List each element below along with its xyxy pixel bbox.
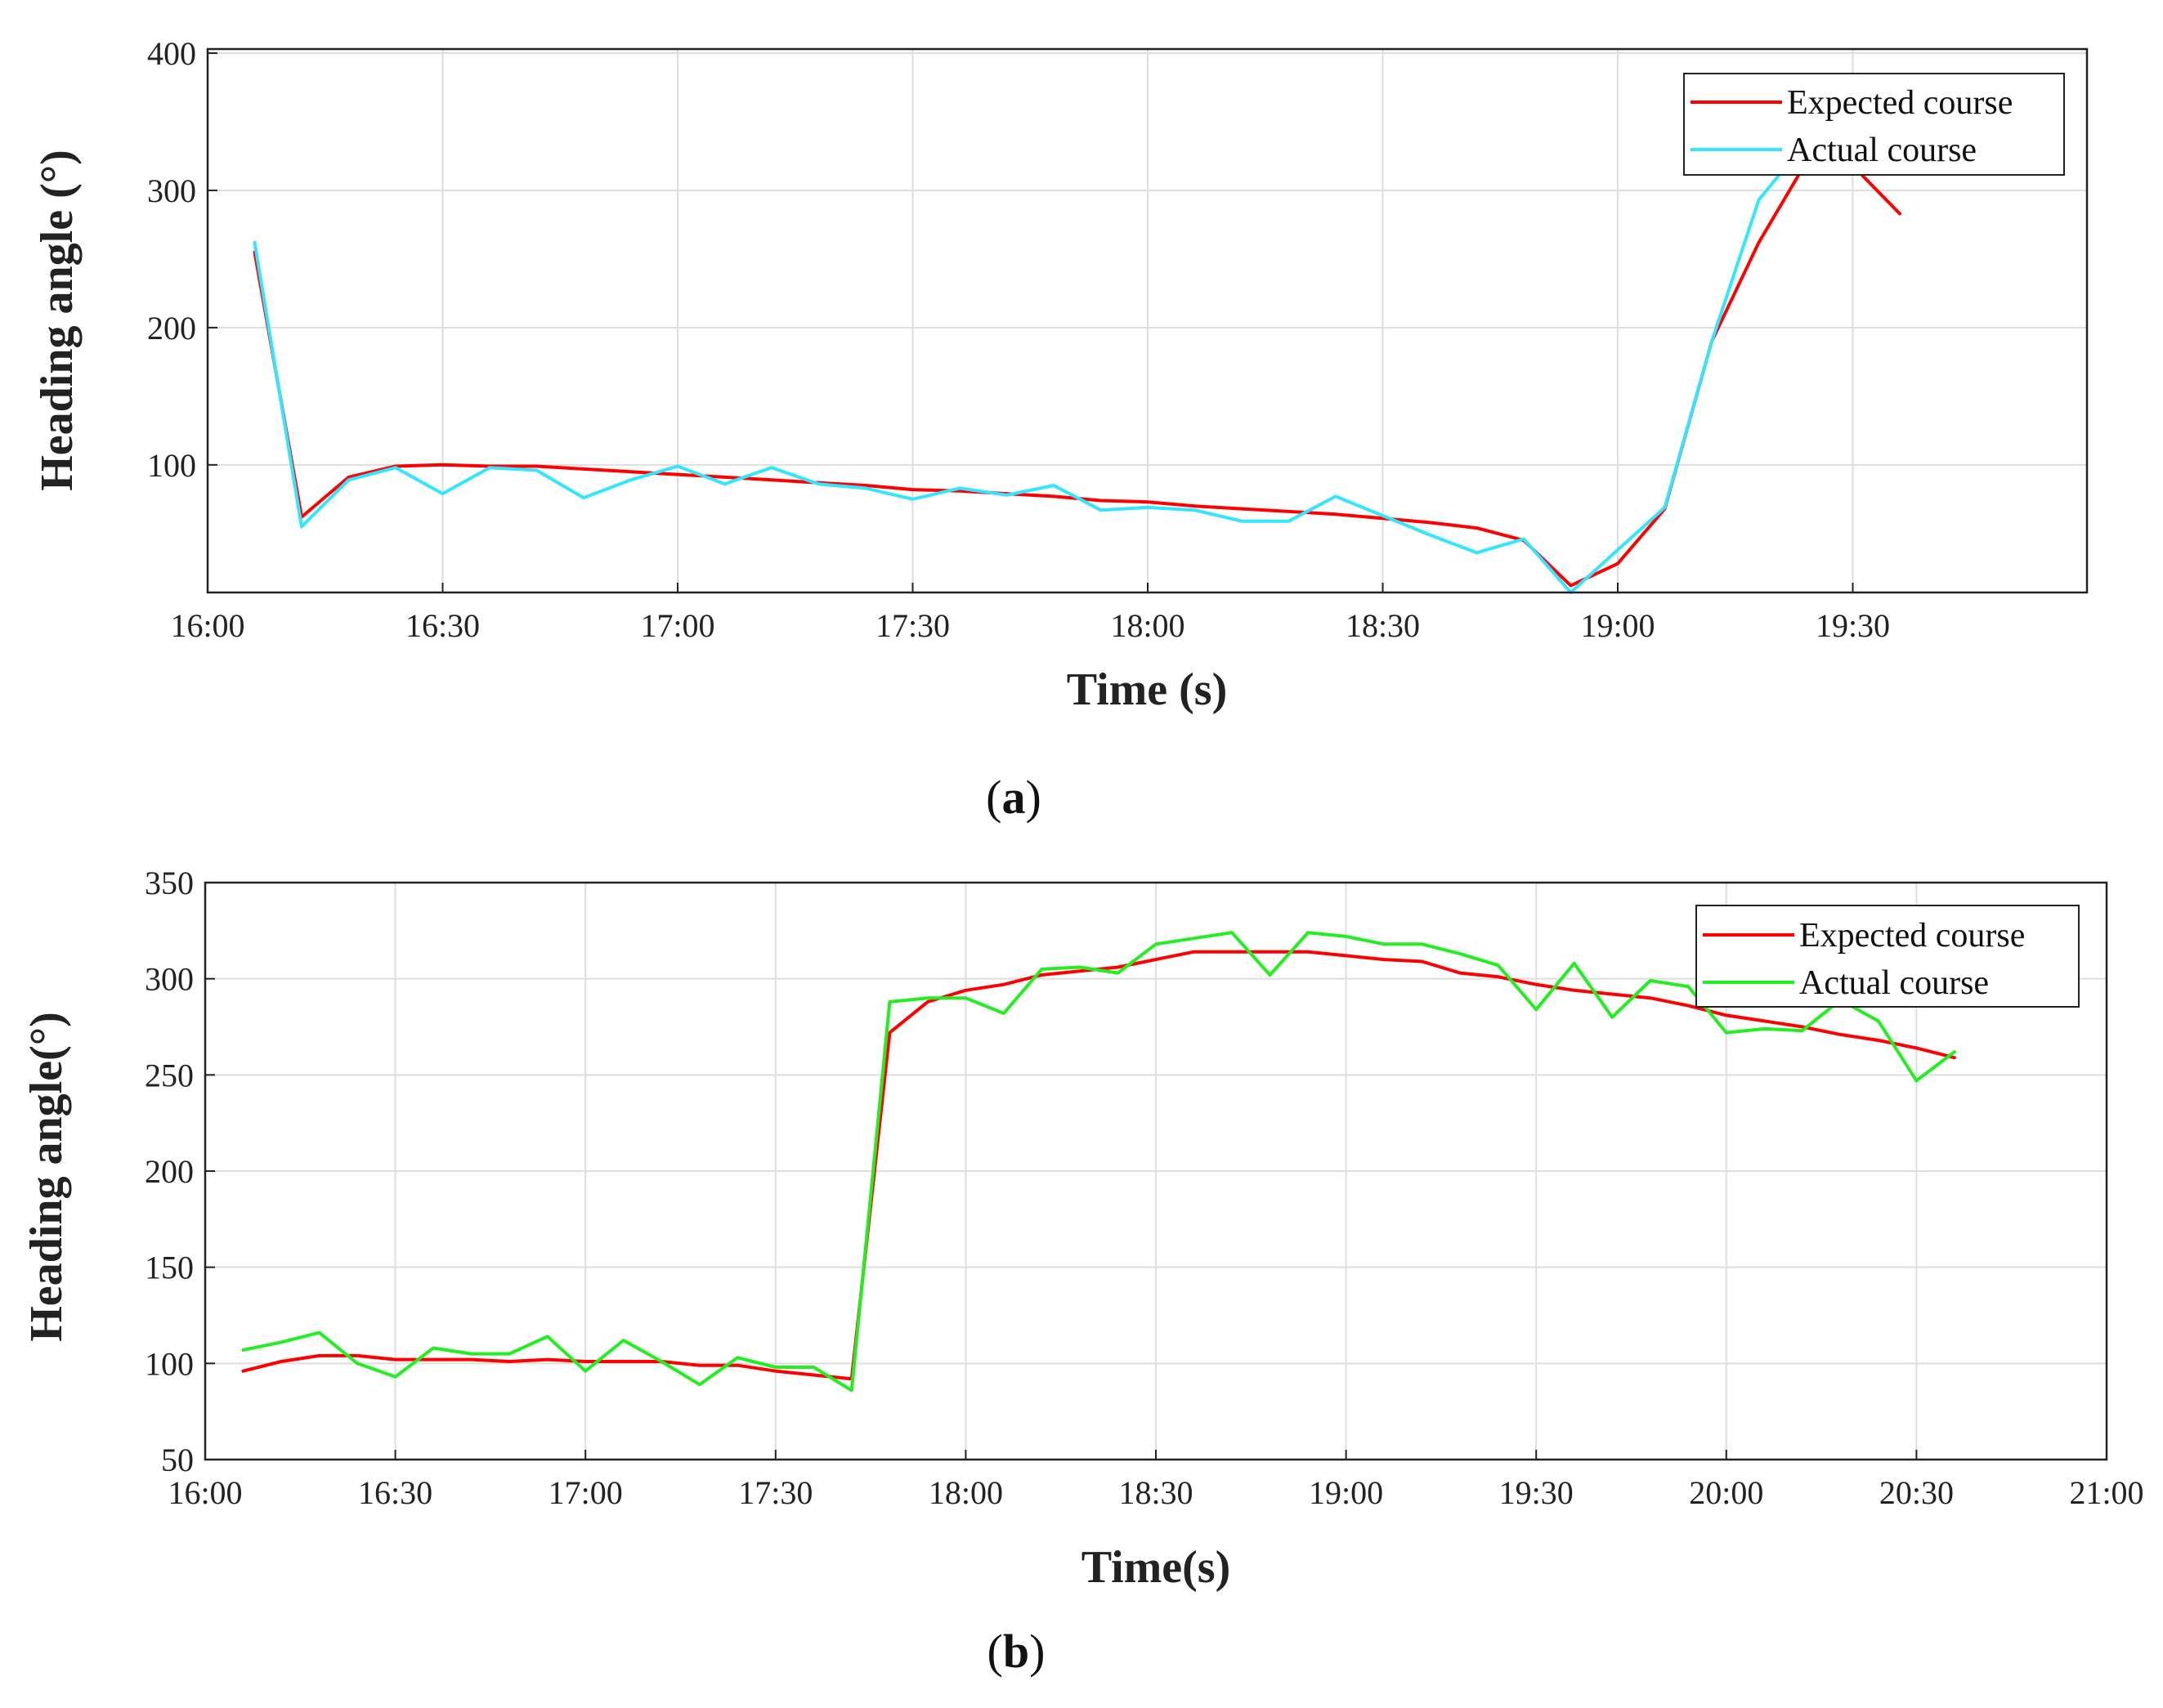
grid-b [205, 883, 2107, 1460]
series-b [241, 931, 1956, 1393]
x-tick-label: 19:00 [1309, 1474, 1383, 1511]
caption-a: (a) [986, 771, 1041, 824]
legend-label-actual-a: Actual course [1787, 132, 1977, 169]
legend-a: Expected course Actual course [1683, 73, 2065, 176]
y-tick-label: 50 [161, 1442, 194, 1478]
x-tick-label: 19:30 [1816, 607, 1890, 644]
legend-label-expected-b: Expected course [1799, 917, 2025, 955]
series-line-expected-course [241, 950, 1956, 1381]
x-tick-label: 16:00 [170, 607, 244, 644]
x-tick-label: 17:00 [640, 607, 714, 644]
caption-letter-b: b [1003, 1625, 1029, 1678]
chart-a: 16:00 16:30 17:00 17:30 18:00 18:30 19:00 19:30… [32, 35, 2089, 824]
y-tick-label: 100 [145, 1345, 194, 1382]
x-tick-label: 17:30 [876, 607, 950, 644]
ticks-a: 16:00 16:30 17:00 17:30 18:00 18:30 19:00 19:30… [147, 35, 1890, 644]
chart-b: 16:00 16:30 17:00 17:30 18:00 18:30 19:00 19:30… [21, 865, 2144, 1678]
y-tick-label: 250 [145, 1057, 194, 1093]
x-tick-label: 19:30 [1499, 1474, 1574, 1511]
x-tick-label: 18:00 [929, 1474, 1003, 1511]
y-axis-title-a: Heading angle (°) [32, 150, 83, 491]
legend-box-a [1683, 73, 2065, 176]
x-axis-title-a: Time (s) [1067, 664, 1228, 715]
grid-a [208, 49, 2087, 592]
x-tick-label: 18:30 [1118, 1474, 1193, 1511]
caption-letter-a: a [1002, 771, 1026, 824]
x-tick-label: 17:30 [738, 1474, 813, 1511]
legend-box-b [1695, 905, 2080, 1008]
series-line-expected-course [253, 161, 1901, 588]
series-a [253, 141, 1901, 594]
y-tick-label: 200 [147, 310, 196, 347]
x-tick-label: 19:00 [1580, 607, 1655, 644]
series-line-actual-course [253, 141, 1807, 594]
x-tick-label: 21:00 [2069, 1474, 2143, 1511]
x-tick-label: 16:00 [168, 1474, 242, 1511]
ticks-b: 16:00 16:30 17:00 17:30 18:00 18:30 19:00 19:30… [145, 865, 2144, 1511]
x-tick-label: 20:30 [1879, 1474, 1954, 1511]
y-axis-title-b: Heading angle(°) [21, 1012, 72, 1342]
x-tick-label: 18:00 [1110, 607, 1184, 644]
x-tick-label: 20:00 [1689, 1474, 1763, 1511]
plot-frame-b [204, 881, 2108, 1461]
caption-b: (b) [987, 1625, 1046, 1678]
legend-b: Expected course Actual course [1695, 905, 2080, 1008]
x-axis-title-b: Time(s) [1082, 1542, 1231, 1593]
legend-label-expected-a: Expected course [1787, 84, 2013, 122]
y-tick-label: 200 [145, 1153, 194, 1190]
y-tick-label: 100 [147, 447, 196, 484]
y-tick-label: 150 [145, 1250, 194, 1286]
plot-frame-a [206, 47, 2089, 594]
x-tick-label: 16:30 [405, 607, 480, 644]
x-tick-label: 17:00 [549, 1474, 623, 1511]
x-tick-label: 18:30 [1346, 607, 1420, 644]
y-tick-label: 400 [147, 35, 196, 72]
x-tick-label: 16:30 [358, 1474, 432, 1511]
series-line-actual-course [241, 931, 1956, 1393]
legend-label-actual-b: Actual course [1799, 964, 1989, 1002]
y-tick-label: 300 [145, 961, 194, 998]
y-tick-label: 350 [145, 865, 194, 901]
y-tick-label: 300 [147, 172, 196, 209]
